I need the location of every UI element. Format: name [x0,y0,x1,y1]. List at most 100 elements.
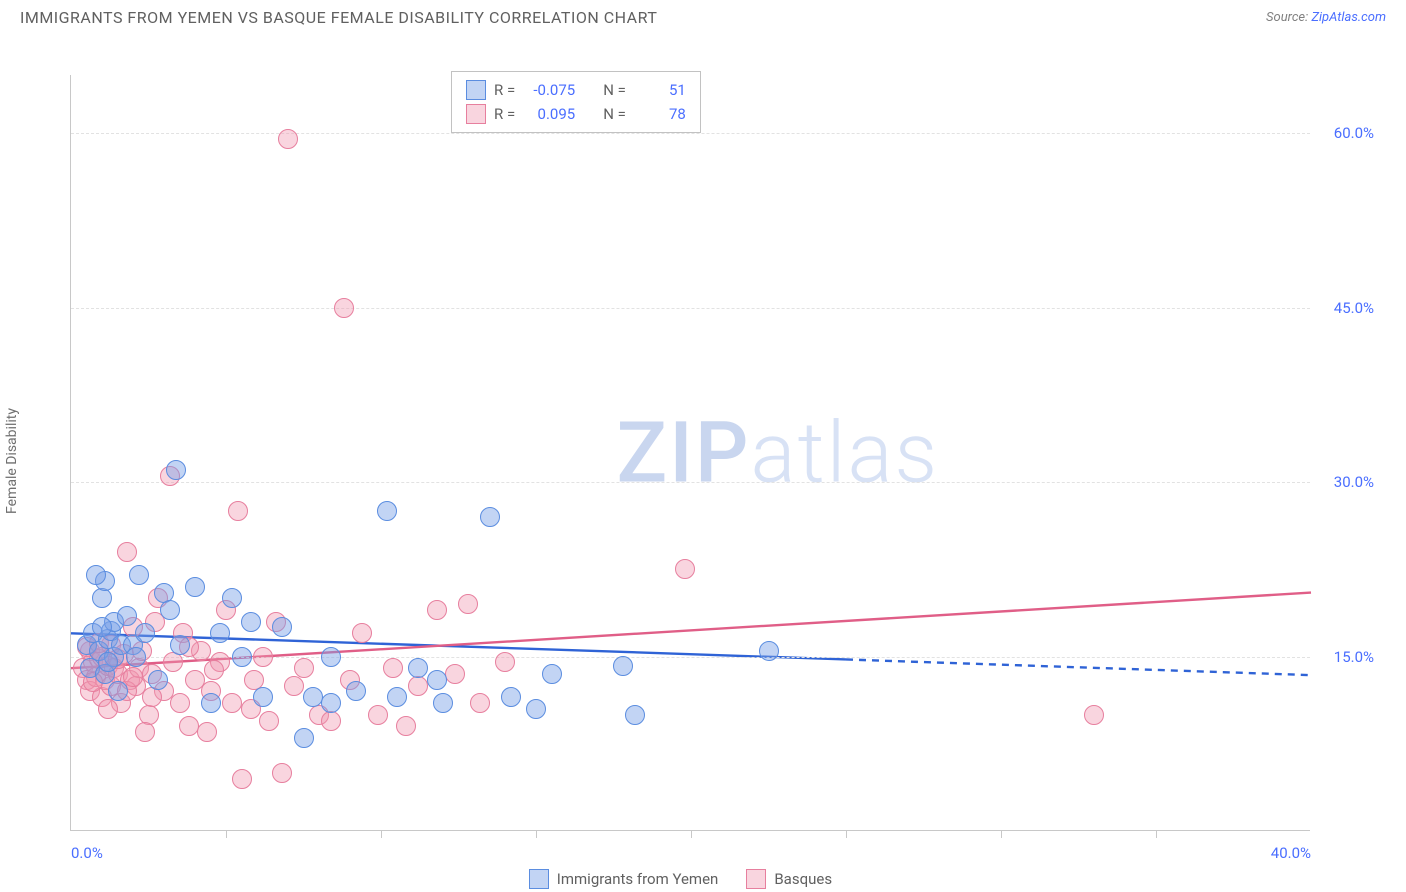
y-axis-label: Female Disability [4,408,20,514]
scatter-point-a [210,623,230,643]
x-tick-label-right: 40.0% [1271,844,1311,862]
x-tick [226,830,227,838]
legend-series-label: Basques [774,870,832,888]
scatter-point-a [272,617,292,637]
scatter-point-a [377,501,397,521]
trend-lines [71,75,1311,831]
legend-correlation: R =-0.075N =51R =0.095N =78 [451,71,701,133]
legend-correlation-row: R =0.095N =78 [466,102,686,126]
x-tick [846,830,847,838]
legend-r-value: -0.075 [523,81,575,99]
scatter-point-b [458,594,478,614]
scatter-point-b [232,769,252,789]
gridline-h [71,482,1310,483]
y-tick-label: 30.0% [1318,473,1374,491]
legend-r-value: 0.095 [523,105,575,123]
legend-n-value: 51 [634,81,686,99]
y-tick-label: 15.0% [1318,648,1374,666]
legend-swatch-a [466,80,486,100]
scatter-point-b [117,542,137,562]
scatter-point-a [92,588,112,608]
chart-title: IMMIGRANTS FROM YEMEN VS BASQUE FEMALE D… [20,8,657,27]
scatter-point-a [129,565,149,585]
scatter-point-b [408,676,428,696]
scatter-point-b [197,722,217,742]
scatter-point-b [470,693,490,713]
x-tick [381,830,382,838]
legend-n-symbol: N = [603,81,626,99]
chart-header: IMMIGRANTS FROM YEMEN VS BASQUE FEMALE D… [0,0,1406,31]
scatter-point-b [170,693,190,713]
legend-r-symbol: R = [494,105,515,123]
scatter-point-a [222,588,242,608]
x-tick [691,830,692,838]
scatter-point-b [352,623,372,643]
scatter-point-b [675,559,695,579]
scatter-point-b [135,722,155,742]
chart-area: Female Disability ZIPatlas R =-0.075N =5… [20,31,1386,891]
scatter-point-a [148,670,168,690]
scatter-point-b [272,763,292,783]
scatter-point-b [253,647,273,667]
scatter-point-a [166,460,186,480]
scatter-point-a [625,705,645,725]
legend-swatch-a [529,869,549,889]
scatter-point-a [185,577,205,597]
scatter-point-b [204,660,224,680]
scatter-point-a [427,670,447,690]
scatter-point-a [135,623,155,643]
scatter-point-b [222,693,242,713]
scatter-point-b [98,699,118,719]
scatter-point-b [1084,705,1104,725]
trend-line-a-dashed [846,659,1311,675]
scatter-point-a [160,600,180,620]
legend-n-symbol: N = [603,105,626,123]
scatter-point-b [321,711,341,731]
legend-swatch-b [466,104,486,124]
scatter-point-a [321,693,341,713]
scatter-point-a [232,647,252,667]
scatter-point-b [427,600,447,620]
scatter-point-b [294,658,314,678]
scatter-point-a [526,699,546,719]
scatter-point-a [294,728,314,748]
scatter-point-a [117,606,137,626]
scatter-point-a [759,641,779,661]
scatter-point-b [368,705,388,725]
plot-region: ZIPatlas R =-0.075N =51R =0.095N =78 15.… [70,75,1310,831]
scatter-point-b [278,129,298,149]
y-tick-label: 45.0% [1318,299,1374,317]
legend-r-symbol: R = [494,81,515,99]
scatter-point-a [408,658,428,678]
scatter-point-a [480,507,500,527]
scatter-point-b [445,664,465,684]
scatter-point-b [396,716,416,736]
x-tick [1156,830,1157,838]
scatter-point-b [179,716,199,736]
legend-series: Immigrants from Yemen Basques [529,869,832,889]
scatter-point-b [383,658,403,678]
scatter-point-a [170,635,190,655]
scatter-point-a [501,687,521,707]
scatter-point-b [163,652,183,672]
scatter-point-a [613,656,633,676]
scatter-point-a [92,617,112,637]
source-link[interactable]: ZipAtlas.com [1311,10,1386,25]
scatter-point-b [228,501,248,521]
legend-series-item: Immigrants from Yemen [529,869,719,889]
scatter-point-a [126,647,146,667]
scatter-point-a [542,664,562,684]
y-tick-label: 60.0% [1318,124,1374,142]
scatter-point-a [108,681,128,701]
legend-swatch-b [746,869,766,889]
scatter-point-b [259,711,279,731]
legend-series-label: Immigrants from Yemen [557,870,719,888]
scatter-point-a [241,612,261,632]
scatter-point-a [201,693,221,713]
source-attribution: Source: ZipAtlas.com [1266,10,1386,25]
scatter-point-a [387,687,407,707]
scatter-point-a [98,652,118,672]
legend-correlation-row: R = -0.075 N = 51 [466,78,686,102]
scatter-point-b [123,667,143,687]
scatter-point-b [495,652,515,672]
